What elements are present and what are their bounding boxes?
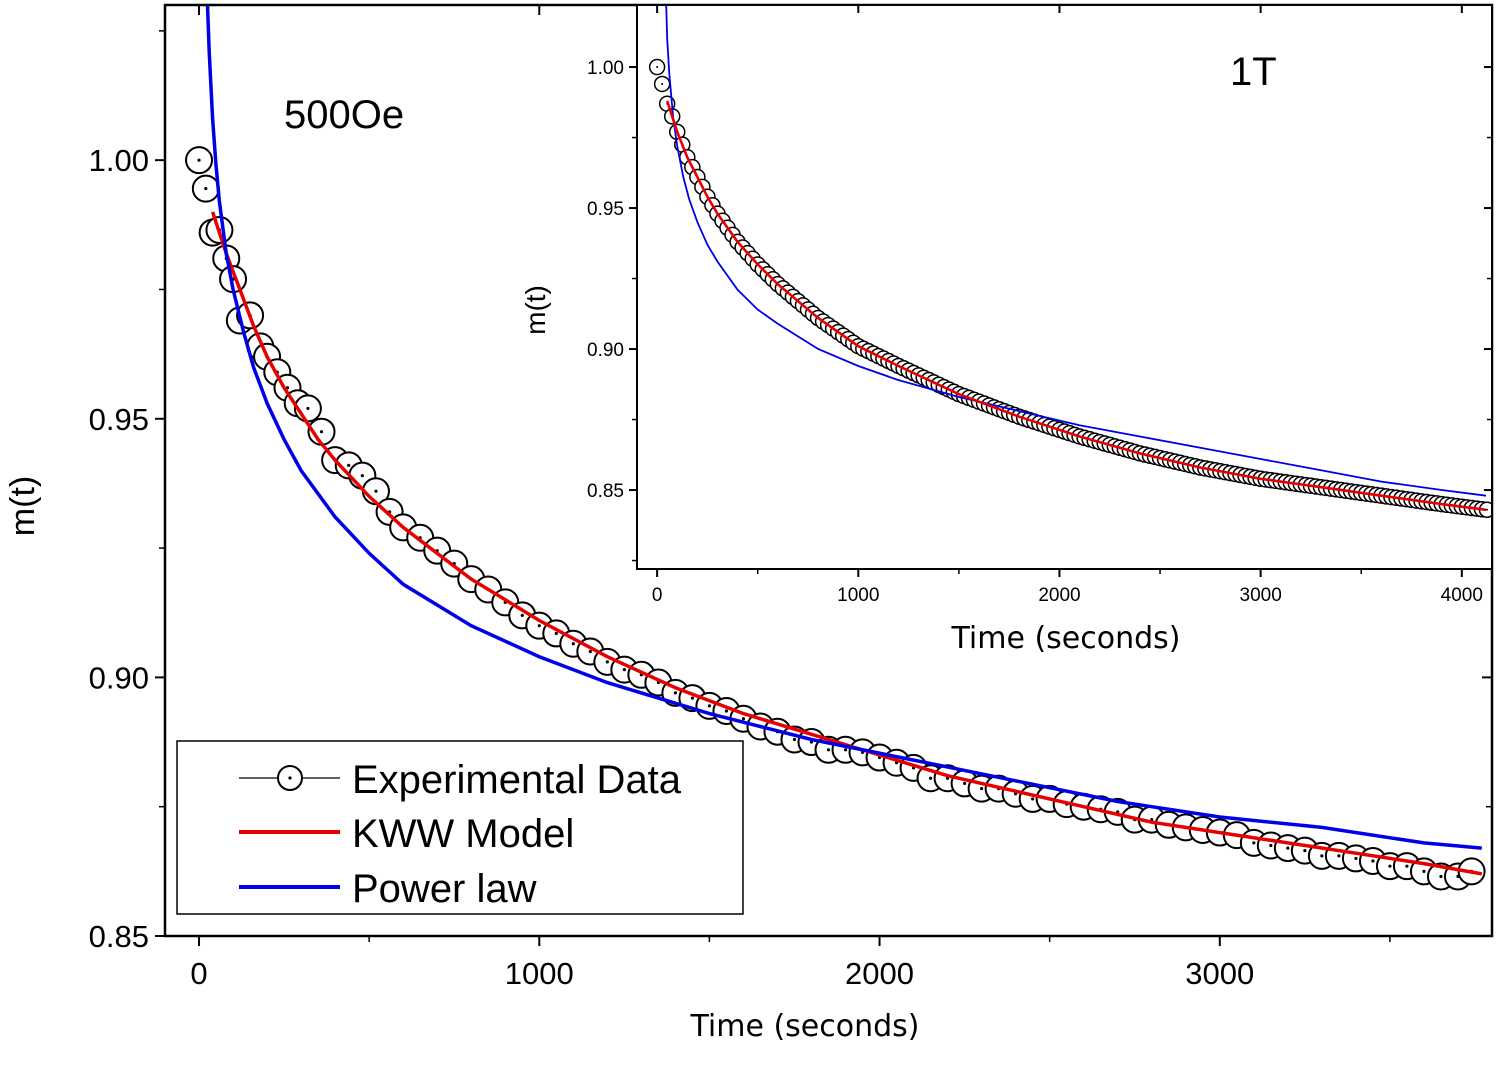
- main-data-point-dot: [1031, 797, 1035, 801]
- inset-x-tick-label: 3000: [1240, 585, 1282, 606]
- main-data-point-dot: [826, 748, 831, 752]
- main-data-point-dot: [1303, 849, 1307, 853]
- inset-annotation-1t: 1T: [1230, 50, 1277, 94]
- main-data-point-dot: [724, 709, 729, 713]
- main-data-point-dot: [520, 613, 524, 617]
- inset-power-law-line: [665, 5, 1487, 497]
- main-data-point-dot: [537, 624, 541, 628]
- main-data-point-dot: [197, 158, 201, 162]
- inset-x-tick-label: 4000: [1441, 585, 1483, 606]
- main-data-point-dot: [1354, 856, 1358, 861]
- main-data-point-dot: [554, 631, 558, 636]
- inset-y-tick-label: 0.85: [587, 481, 624, 502]
- main-data-point-dot: [1269, 843, 1273, 848]
- legend-label-kww-model: KWW Model: [352, 812, 574, 856]
- inset-x-tick-label: 2000: [1038, 585, 1080, 606]
- main-y-tick-label: 0.90: [89, 660, 149, 695]
- main-data-point-dot: [571, 642, 575, 646]
- main-data-point-dot: [1388, 864, 1392, 868]
- inset-background: [637, 5, 1492, 569]
- legend-item-kww-model: KWW Model: [239, 812, 574, 856]
- main-plot: 0 1000 2000 3000 0.85 0.90 0.95 1.00 m(t) Time…: [4, 3, 1494, 1044]
- main-data-point-dot: [707, 704, 712, 708]
- main-data-point-dot: [1337, 854, 1341, 858]
- main-data-point-dot: [622, 668, 626, 672]
- main-data-point-dot: [374, 489, 378, 493]
- legend-label-power-law: Power law: [352, 867, 537, 911]
- inset-data-point: [648, 58, 666, 76]
- main-data-point-dot: [605, 660, 609, 664]
- main-power-law-line: [205, 5, 1482, 850]
- main-y-tick-label: 0.85: [89, 919, 149, 954]
- inset-y-tick-label: 1.00: [587, 58, 624, 79]
- main-data-point-dot: [928, 776, 933, 780]
- inset-y-ticks: 0.85 0.90 0.95 1.00: [587, 58, 1492, 562]
- main-data-point-dot: [690, 696, 694, 700]
- inset-data-point: [653, 75, 671, 93]
- main-series: [185, 5, 1486, 891]
- main-data-point-dot: [1286, 846, 1290, 850]
- legend-item-experimental-data: Experimental Data: [239, 758, 682, 802]
- main-data-point-dot: [843, 748, 848, 752]
- main-data-point-dot: [963, 781, 967, 786]
- inset-data-point-dot: [661, 82, 664, 85]
- main-data-point-dot: [741, 717, 746, 721]
- main-x-tick-label: 2000: [845, 956, 914, 991]
- legend-marker-dot-icon: [288, 776, 292, 780]
- main-data-point-dot: [306, 406, 310, 411]
- inset-x-tick-label: 0: [652, 585, 663, 606]
- inset-kww-model-line: [665, 100, 1487, 512]
- inset-x-ticks: 0 1000 2000 3000 4000: [652, 5, 1483, 606]
- main-x-tick-label: 1000: [505, 956, 574, 991]
- main-data-point-dot: [1252, 841, 1256, 845]
- legend: Experimental Data KWW Model Power law: [176, 740, 744, 915]
- main-data-point-dot: [980, 786, 984, 791]
- main-data-point-dot: [360, 474, 364, 478]
- main-data-point-dot: [204, 187, 208, 191]
- inset-data-point-dot: [656, 66, 659, 69]
- legend-label-experimental-data: Experimental Data: [352, 758, 682, 802]
- main-data-point: [191, 174, 220, 203]
- main-data-point-dot: [1439, 874, 1443, 879]
- main-data-point-dot: [319, 430, 324, 434]
- legend-item-power-law: Power law: [239, 867, 537, 911]
- inset-y-tick-label: 0.90: [587, 340, 624, 361]
- main-x-tick-label: 3000: [1185, 956, 1254, 991]
- main-y-axis-label: m(t): [4, 476, 42, 536]
- main-x-axis-label: Time (seconds): [690, 1009, 920, 1044]
- inset-plot: 0 1000 2000 3000 4000 0.850.900.951.00 m(t) …: [520, 4, 1493, 656]
- main-data-point-dot: [347, 463, 351, 467]
- main-data-point-dot: [588, 649, 592, 654]
- main-y-ticks: 0.85 0.90 0.95 1.00: [89, 30, 1492, 954]
- main-data-point: [185, 146, 214, 175]
- main-data-point-dot: [1422, 869, 1426, 873]
- main-data-point-dot: [1405, 864, 1409, 868]
- main-x-tick-label: 0: [190, 956, 207, 991]
- inset-x-tick-label: 1000: [837, 585, 879, 606]
- inset-plot-frame: [636, 4, 1493, 570]
- inset-x-axis-label: Time (seconds): [951, 621, 1181, 656]
- main-data-point-dot: [673, 691, 677, 695]
- main-y-tick-label: 0.95: [89, 402, 149, 437]
- inset-axes: 0 1000 2000 3000 4000 0.85 0.90 0.95 1.00: [587, 4, 1493, 606]
- main-data-point-dot: [1320, 854, 1324, 858]
- main-annotation-500oe: 500Oe: [284, 93, 404, 137]
- inset-y-tick-label: 0.95: [587, 199, 624, 220]
- main-data-point-dot: [1371, 859, 1375, 863]
- inset-series: [648, 5, 1492, 519]
- main-y-tick-label: 1.00: [89, 143, 149, 178]
- main-data-point-dot: [792, 737, 797, 742]
- inset-y-axis-label: m(t): [520, 285, 551, 335]
- inset-data-point-dot: [1485, 508, 1488, 511]
- main-kww-model-line: [210, 211, 1483, 876]
